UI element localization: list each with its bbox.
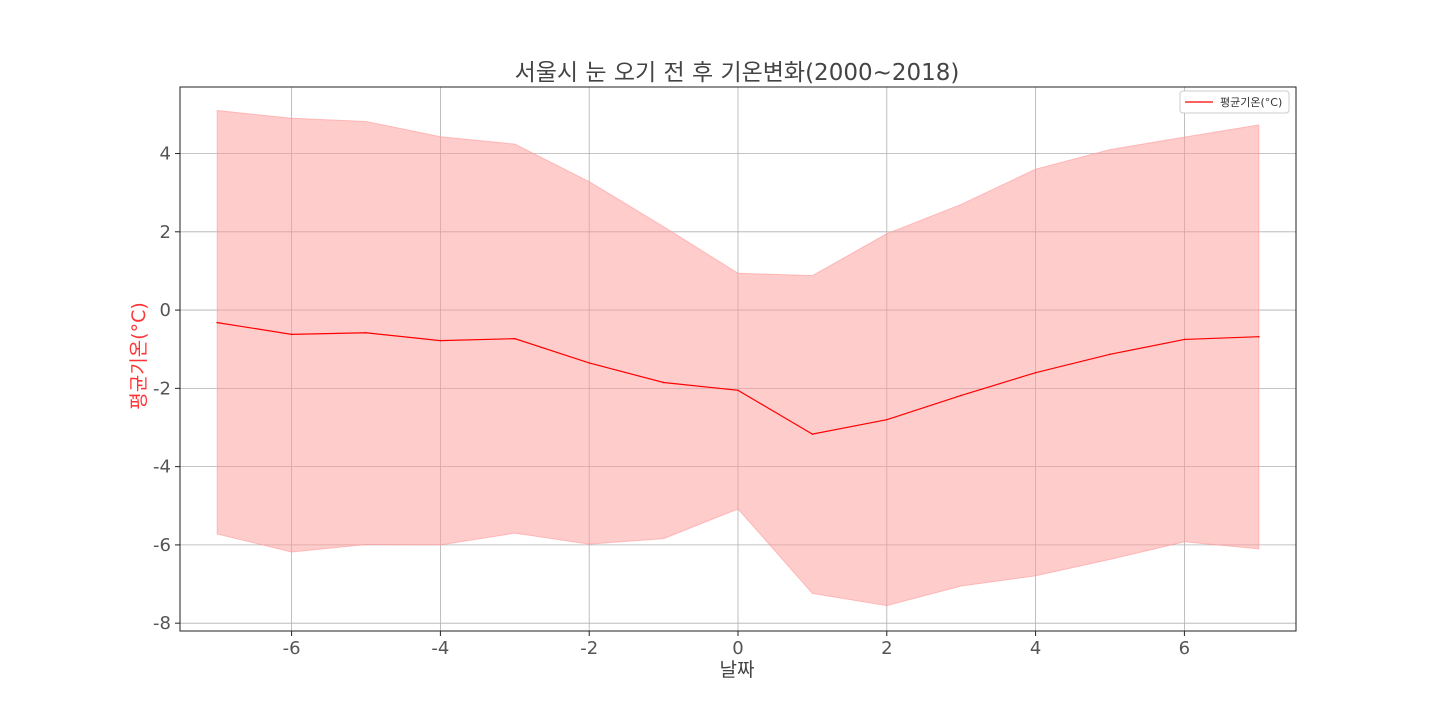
y-tick-label: -2 [153,378,171,399]
series-line-layer [216,321,1260,435]
y-tick-label: 2 [160,222,171,243]
x-tick-label: -2 [580,638,598,659]
data-point [588,362,590,364]
legend-box [1179,90,1290,114]
confidence-band-layer [216,109,1260,607]
y-tick-labels: -8 -6 -4 -2 0 2 4 [153,144,180,634]
data-point [1183,338,1186,341]
x-axis-label: 날짜 [720,659,755,681]
data-point [439,339,442,342]
x-tick-label: -4 [431,638,449,659]
y-tick-label: -4 [153,457,171,478]
data-point [290,333,293,336]
y-tick-label: 4 [160,144,171,165]
y-axis-label: 평균기온(°C) [128,302,150,410]
chart-title: 서울시 눈 오기 전 후 기온변화(2000~2018) [515,60,960,86]
data-point [1258,335,1260,338]
x-tick-label: 4 [1030,638,1041,659]
data-point [216,321,218,324]
x-tick-label: 2 [881,638,892,659]
data-point [886,418,888,421]
data-point [514,337,516,340]
y-tick-label: -8 [153,613,171,634]
x-tick-labels: -6 -4 -2 0 2 4 6 [283,631,1190,659]
legend-entry-label: 평균기온(°C) [1220,96,1282,109]
x-tick-label: 0 [732,638,743,659]
data-point [811,433,814,435]
x-tick-label: 6 [1179,638,1190,659]
y-tick-label: -6 [153,535,171,556]
legend: 평균기온(°C) [1179,90,1290,114]
temperature-range-band [216,109,1260,607]
data-point [365,331,367,334]
data-point [737,389,739,392]
data-point [1034,371,1037,374]
x-tick-label: -6 [283,638,301,659]
data-point [960,394,962,397]
data-point [1109,353,1111,356]
data-point [662,381,665,384]
y-tick-label: 0 [160,300,171,321]
